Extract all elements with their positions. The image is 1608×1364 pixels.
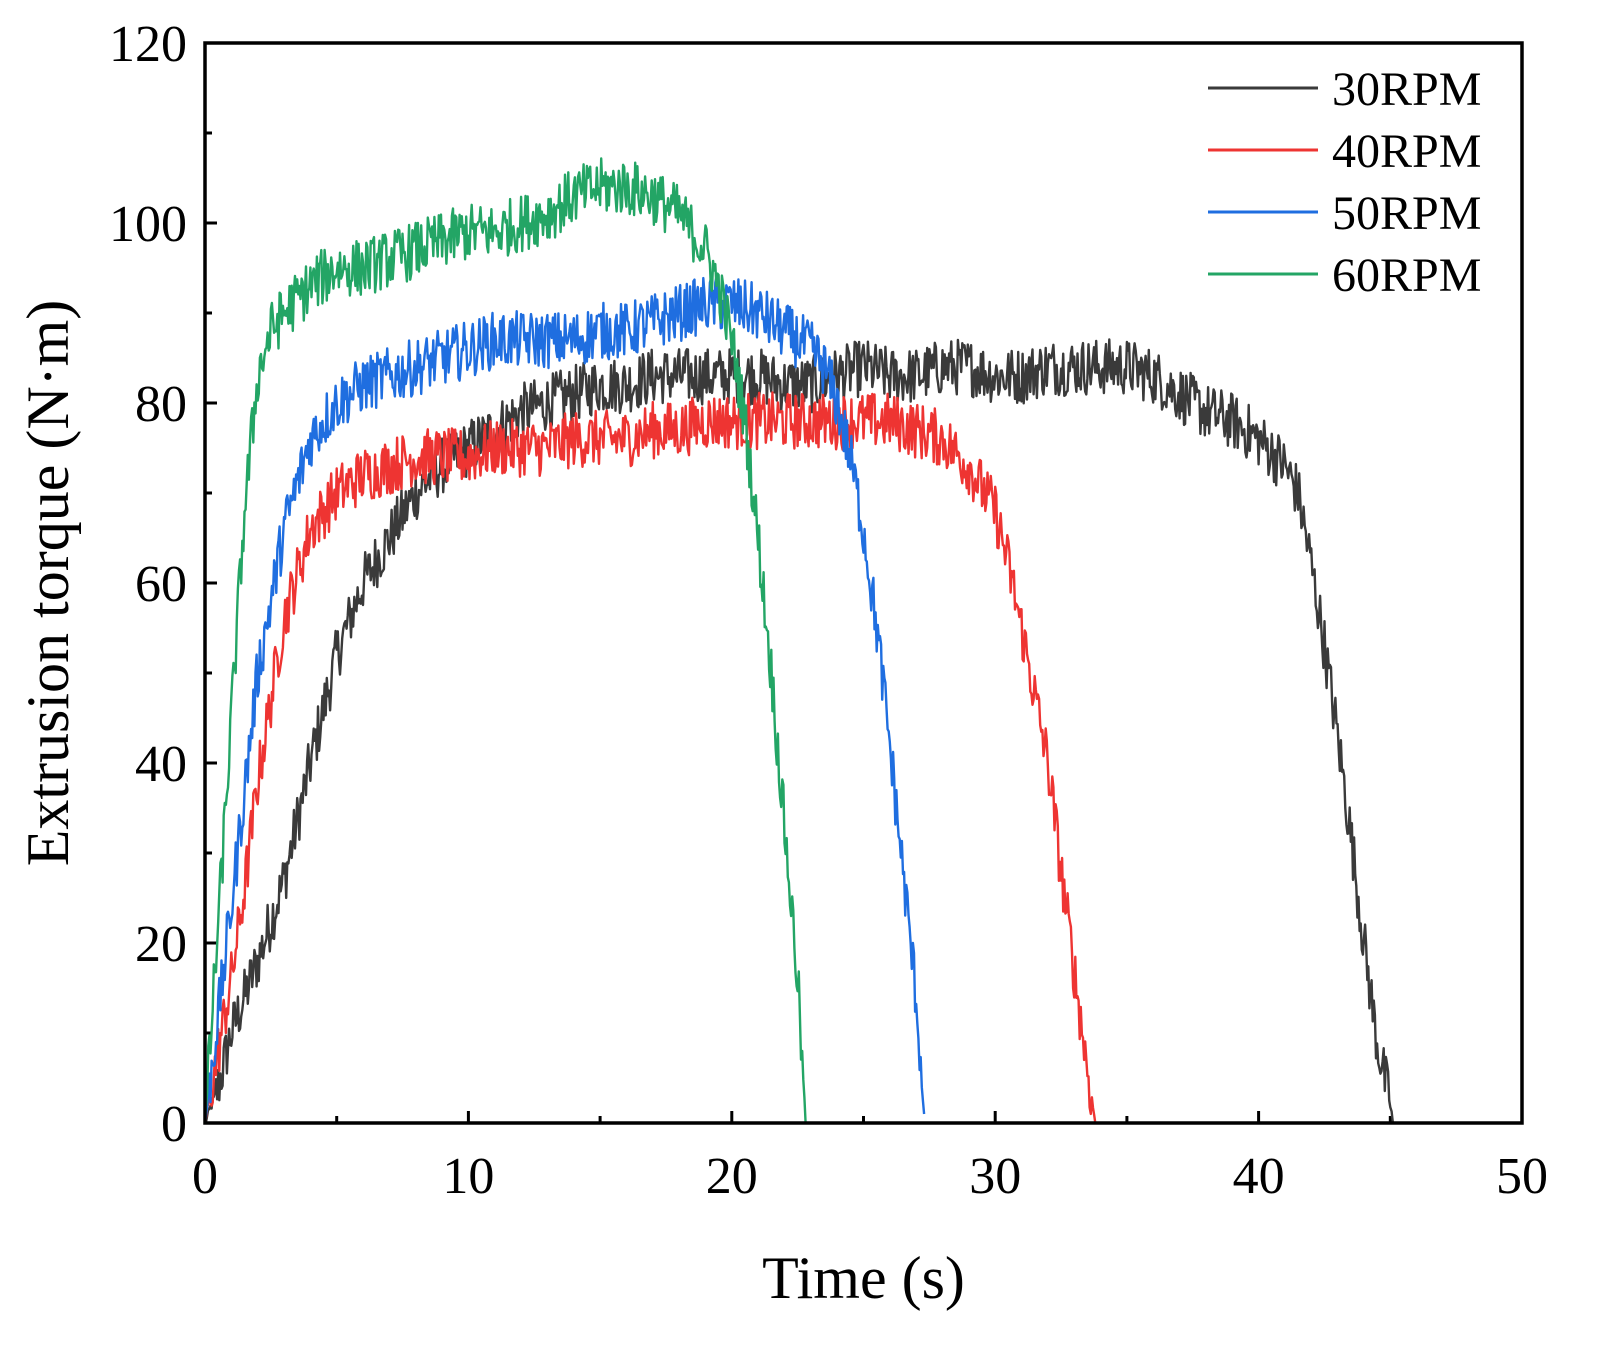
y-tick-label: 60 bbox=[135, 556, 187, 613]
x-tick-label: 50 bbox=[1496, 1148, 1548, 1205]
series-line-60rpm bbox=[203, 157, 807, 1124]
x-tick-label: 20 bbox=[706, 1148, 758, 1205]
x-tick-label: 10 bbox=[442, 1148, 494, 1205]
legend-label: 50RPM bbox=[1332, 187, 1481, 240]
x-tick-label: 40 bbox=[1233, 1148, 1285, 1205]
x-axis-ticks: 0 10 20 30 40 50 bbox=[192, 1111, 1548, 1205]
series-line-50rpm bbox=[203, 275, 926, 1124]
y-tick-label: 100 bbox=[109, 196, 187, 253]
y-axis-ticks: 0 20 40 60 80 100 120 bbox=[109, 16, 217, 1153]
y-tick-label: 20 bbox=[135, 916, 187, 973]
plot-frame bbox=[203, 41, 1524, 1125]
series-line-30rpm bbox=[204, 338, 1395, 1124]
legend-label: 60RPM bbox=[1332, 249, 1481, 302]
series-line-40rpm bbox=[203, 391, 1097, 1124]
y-tick-label: 80 bbox=[135, 376, 187, 433]
legend-label: 30RPM bbox=[1332, 63, 1481, 116]
y-tick-label: 40 bbox=[135, 736, 187, 793]
x-axis-label: Time (s) bbox=[762, 1245, 965, 1311]
y-tick-label: 0 bbox=[161, 1096, 187, 1153]
x-tick-label: 30 bbox=[969, 1148, 1021, 1205]
x-tick-label: 0 bbox=[192, 1148, 218, 1205]
legend: 30RPM 40RPM 50RPM 60RPM bbox=[1208, 63, 1481, 302]
legend-label: 40RPM bbox=[1332, 125, 1481, 178]
series-layer bbox=[203, 157, 1395, 1124]
y-axis-label: Extrusion torque (N·m) bbox=[15, 300, 81, 867]
y-tick-label: 120 bbox=[109, 16, 187, 73]
